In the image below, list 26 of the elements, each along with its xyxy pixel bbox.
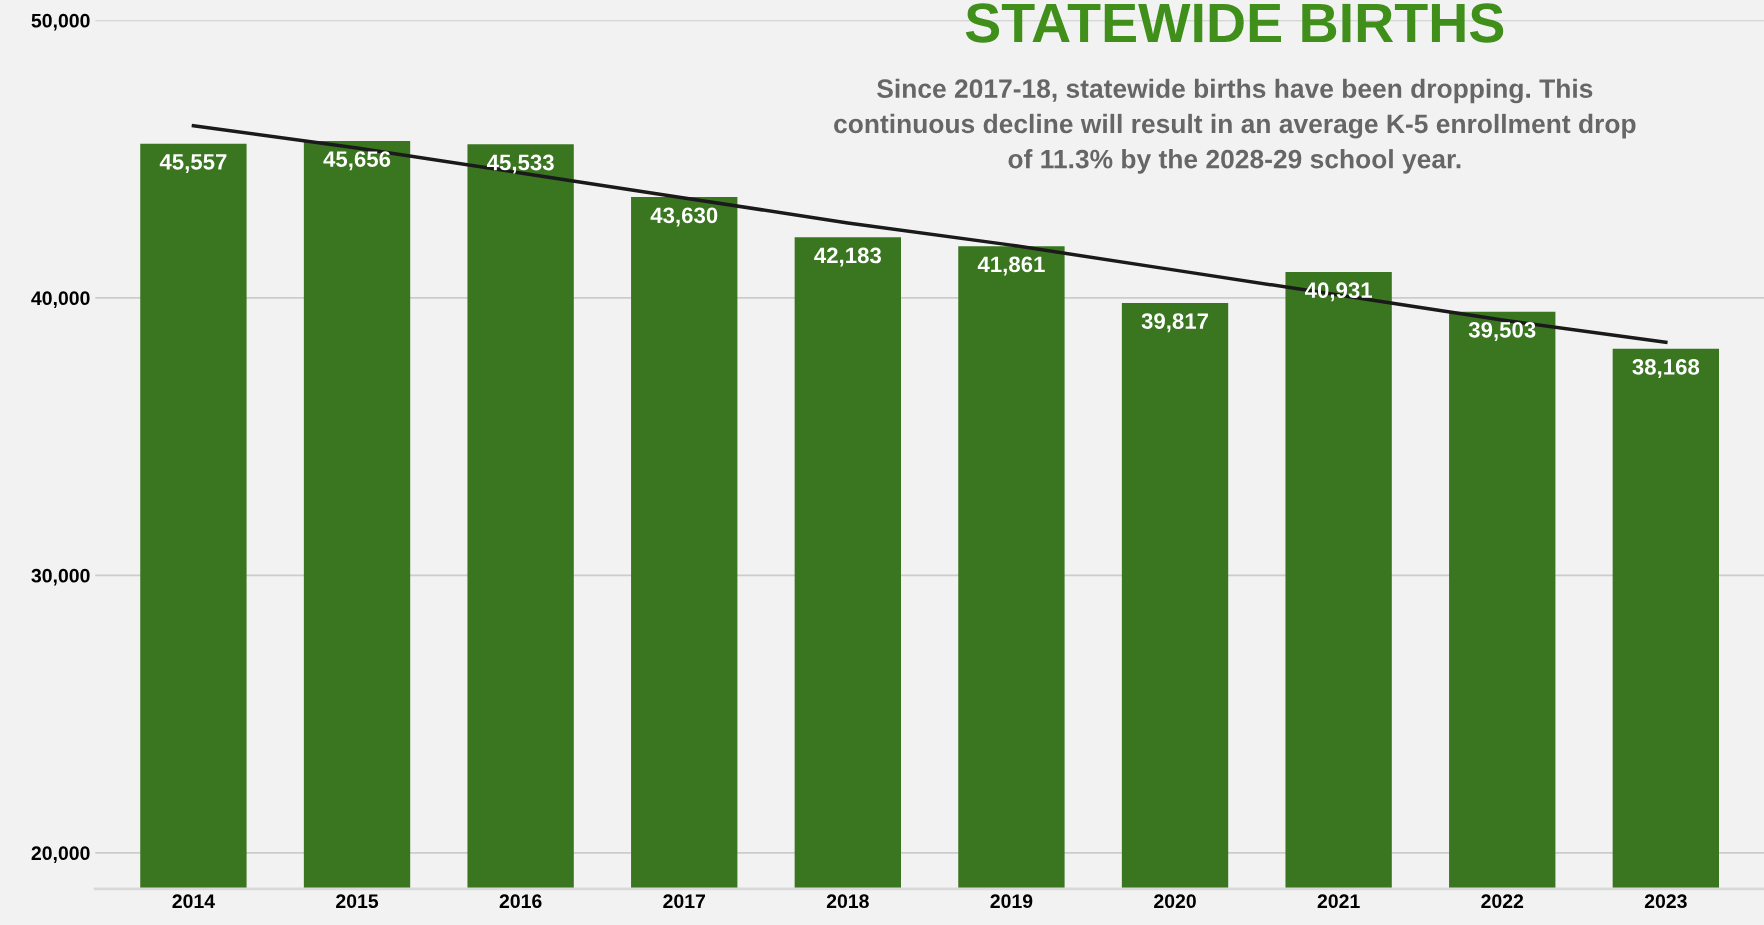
data-label: 40,931 [1304, 282, 1372, 302]
y-tick-label: 30,000 [31, 568, 90, 586]
data-label: 45,557 [159, 154, 227, 173]
x-tick-label: 2019 [990, 894, 1033, 909]
data-label: 38,168 [1632, 358, 1700, 378]
data-label: 45,656 [323, 151, 391, 171]
data-label: 41,861 [977, 256, 1045, 276]
x-tick-label: 2014 [172, 894, 215, 909]
x-tick-label: 2017 [663, 894, 705, 909]
data-label: 39,503 [1468, 321, 1536, 341]
data-label: 45,533 [486, 154, 554, 174]
x-tick-label: 2018 [826, 894, 869, 909]
x-tick-label: 2020 [1154, 894, 1196, 909]
chart-title: STATEWIDE BIRTHS [965, 3, 1504, 43]
data-label: 42,183 [814, 247, 882, 267]
data-label: 43,630 [650, 207, 718, 227]
text: Since 2017-18, statewide births have been dropping. This continuous decline will result in an average K-5 enrollment drop of 11.3% by the 2028-29 school year. [834, 78, 1636, 174]
x-tick-label: 2016 [499, 894, 542, 909]
x-tick-label: 2022 [1481, 894, 1524, 909]
y-tick-label: 50,000 [31, 13, 90, 31]
y-tick-label: 20,000 [31, 846, 90, 863]
x-tick-label: 2021 [1317, 894, 1360, 909]
data-label: 39,817 [1141, 313, 1209, 333]
x-tick-label: 2023 [1644, 894, 1687, 909]
x-tick-label: 2015 [336, 894, 379, 909]
y-tick-label: 40,000 [31, 291, 90, 308]
